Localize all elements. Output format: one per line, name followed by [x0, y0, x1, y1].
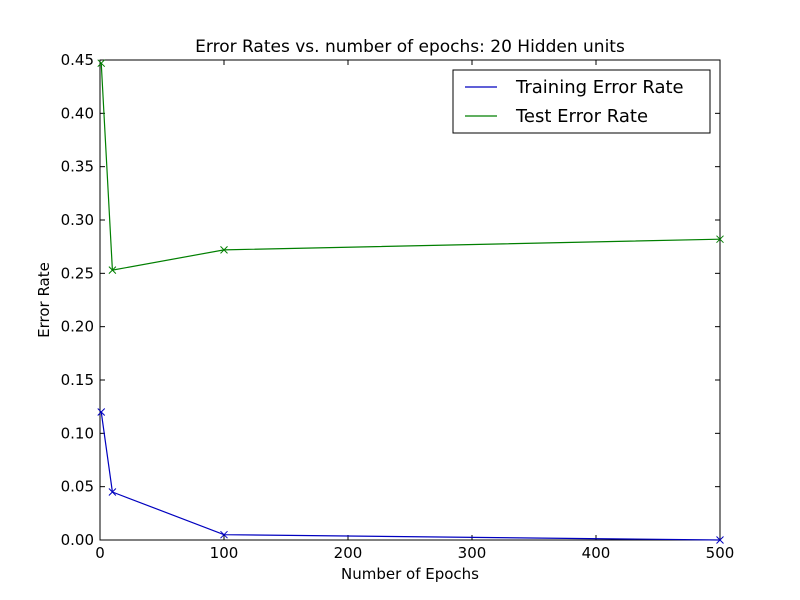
chart-title: Error Rates vs. number of epochs: 20 Hid… [195, 37, 625, 57]
data-point [220, 246, 228, 254]
y-tick-label: 0.00 [61, 531, 94, 549]
y-tick-label: 0.25 [61, 264, 94, 282]
y-tick-label: 0.05 [61, 478, 94, 496]
series-layer [97, 59, 724, 544]
series-line-1 [100, 63, 721, 271]
data-point [108, 266, 117, 274]
y-tick-label: 0.10 [61, 424, 94, 442]
y-tick-label: 0.35 [61, 158, 94, 176]
x-tick-label: 100 [210, 544, 239, 562]
data-point [716, 536, 724, 544]
x-axis-label: Number of Epochs [341, 565, 479, 583]
x-tick-label: 300 [458, 544, 487, 562]
data-point [97, 59, 106, 68]
x-axis: 0 100 200 300 400 500 [95, 60, 734, 562]
y-tick-label: 0.40 [61, 104, 94, 122]
legend: Training Error Rate Test Error Rate [452, 69, 711, 134]
x-tick-label: 400 [582, 544, 611, 562]
data-point [220, 530, 228, 539]
y-axis-label: Error Rate [35, 262, 53, 338]
legend-box [452, 69, 711, 134]
legend-label-test: Test Error Rate [515, 106, 648, 127]
data-point [97, 408, 106, 416]
y-tick-label: 0.30 [61, 211, 94, 229]
y-tick-label: 0.15 [61, 371, 94, 389]
y-tick-label: 0.45 [61, 51, 94, 69]
x-tick-label: 200 [334, 544, 363, 562]
x-tick-label: 0 [95, 544, 105, 562]
data-point [716, 235, 724, 244]
plot-area [99, 59, 721, 541]
y-tick-label: 0.20 [61, 318, 94, 336]
series-line-0 [100, 411, 721, 541]
y-axis: 0.00 0.05 0.10 0.15 0.20 0.25 0.30 0.35 0.40 0.45 [61, 51, 720, 549]
legend-label-training: Training Error Rate [515, 77, 684, 98]
x-tick-label: 500 [706, 544, 735, 562]
data-point [108, 488, 117, 496]
